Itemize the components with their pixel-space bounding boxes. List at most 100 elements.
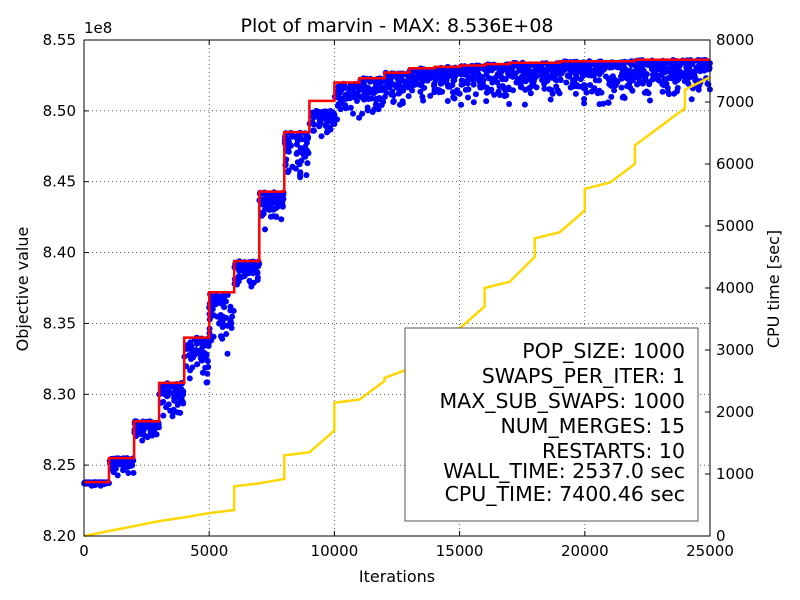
population-point — [603, 73, 609, 80]
population-point — [190, 349, 197, 356]
population-point — [470, 81, 477, 88]
population-point — [170, 408, 176, 415]
population-point — [203, 379, 210, 386]
population-point — [345, 85, 352, 92]
population-point — [235, 273, 242, 280]
chart-title: Plot of marvin - MAX: 8.536E+08 — [240, 15, 553, 37]
population-point — [331, 111, 338, 118]
population-point — [420, 97, 427, 104]
population-point — [366, 87, 373, 94]
population-point — [347, 91, 354, 98]
population-point — [485, 86, 492, 93]
population-point — [506, 101, 513, 107]
population-point — [688, 96, 695, 103]
population-point — [303, 172, 310, 179]
y2-tick-label: 1000 — [716, 465, 754, 483]
population-point — [517, 82, 524, 89]
population-point — [692, 76, 698, 82]
population-point — [292, 165, 299, 172]
population-point — [527, 90, 534, 97]
population-point — [209, 306, 216, 313]
info-wall-time: WALL_TIME: 2537.0 sec — [443, 459, 685, 484]
population-point — [698, 63, 705, 70]
population-point — [516, 63, 523, 70]
population-point — [557, 77, 564, 84]
population-point — [285, 148, 292, 155]
population-point — [472, 91, 479, 98]
population-point — [234, 281, 240, 288]
population-point — [369, 109, 376, 115]
population-point — [302, 143, 309, 150]
population-point — [337, 106, 344, 113]
population-point — [691, 70, 698, 77]
population-point — [618, 84, 625, 91]
population-point — [201, 349, 208, 356]
population-point — [118, 458, 125, 465]
info-num-merges: NUM_MERGES: 15 — [500, 414, 685, 439]
population-point — [587, 82, 594, 88]
population-point — [171, 397, 178, 404]
population-point — [139, 437, 146, 444]
population-point — [399, 100, 406, 107]
population-point — [629, 87, 636, 94]
population-point — [451, 95, 458, 102]
population-point — [223, 331, 230, 337]
population-point — [604, 99, 611, 106]
population-point — [565, 72, 572, 79]
y2-tick-label: 3000 — [716, 341, 754, 359]
population-point — [625, 75, 632, 82]
population-point — [410, 75, 417, 81]
population-point — [293, 150, 300, 157]
y2-tick-label: 0 — [716, 527, 726, 545]
population-point — [463, 71, 470, 78]
population-point — [402, 79, 409, 86]
y-tick-label: 8.50 — [43, 102, 76, 120]
population-point — [382, 84, 388, 91]
population-point — [409, 68, 416, 75]
population-point — [520, 68, 527, 75]
population-point — [297, 169, 304, 176]
population-point — [350, 86, 356, 93]
population-point — [637, 78, 644, 85]
population-point — [215, 298, 222, 305]
y2-axis-label: CPU time [sec] — [764, 230, 783, 348]
population-point — [458, 81, 465, 88]
population-point — [394, 85, 401, 91]
population-point — [270, 213, 277, 220]
population-point — [204, 370, 211, 377]
population-point — [297, 174, 304, 181]
population-point — [601, 66, 608, 73]
population-point — [386, 84, 393, 91]
population-point — [561, 65, 568, 72]
grid — [84, 40, 710, 536]
population-point — [350, 110, 356, 117]
y-tick-label: 8.30 — [43, 385, 76, 403]
population-point — [676, 62, 683, 69]
population-point — [438, 76, 445, 83]
population-point — [361, 96, 368, 103]
population-point — [446, 83, 453, 90]
population-point — [275, 201, 282, 208]
population-point — [499, 83, 506, 90]
population-point — [417, 88, 424, 95]
population-point — [563, 79, 570, 86]
population-point — [375, 106, 382, 113]
population-point — [500, 75, 507, 82]
population-point — [372, 101, 379, 108]
population-point — [218, 333, 224, 340]
population-point — [592, 77, 599, 84]
population-point — [289, 133, 295, 140]
population-point — [390, 98, 397, 105]
x-tick-label: 5000 — [190, 542, 228, 560]
population-point — [389, 88, 396, 95]
population-point — [125, 470, 132, 476]
population-point — [174, 409, 181, 416]
population-point — [668, 73, 675, 80]
population-point — [590, 87, 597, 94]
population-point — [386, 75, 393, 82]
population-point — [491, 91, 498, 98]
population-point — [186, 375, 193, 382]
population-point — [361, 91, 368, 97]
population-point — [427, 92, 434, 99]
population-point — [521, 101, 528, 108]
